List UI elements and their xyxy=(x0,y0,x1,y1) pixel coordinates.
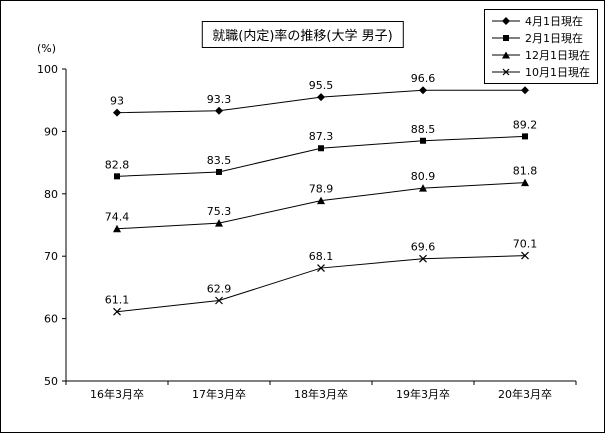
diamond-marker-icon xyxy=(521,86,529,95)
triangle-marker-icon xyxy=(215,219,223,227)
series-line-x xyxy=(116,255,526,313)
square-marker-icon xyxy=(114,173,120,180)
data-label: 96.6 xyxy=(411,72,436,85)
data-label: 93 xyxy=(110,95,124,108)
x-marker-icon xyxy=(521,251,529,260)
diamond-marker-icon xyxy=(419,86,427,95)
legend-item: 12月1日現在 xyxy=(492,47,590,63)
x-tick-label: 16年3月卒 xyxy=(90,387,144,401)
data-label: 69.6 xyxy=(411,241,436,254)
data-label: 80.9 xyxy=(411,170,436,183)
x-tick-label: 20年3月卒 xyxy=(498,387,552,401)
data-label: 75.3 xyxy=(207,205,232,218)
diamond-marker-icon xyxy=(113,108,121,117)
triangle-marker-icon xyxy=(492,51,520,59)
x-marker-icon xyxy=(419,254,427,263)
x-marker-icon xyxy=(113,307,121,316)
data-label: 88.5 xyxy=(411,123,436,136)
x-tick-label: 19年3月卒 xyxy=(396,387,450,401)
data-label: 87.3 xyxy=(309,130,334,143)
x-marker-icon xyxy=(492,68,520,76)
data-label: 61.1 xyxy=(105,294,130,307)
y-axis-unit-label: (%) xyxy=(37,42,57,55)
y-tick-label: 100 xyxy=(37,63,58,76)
square-marker-icon xyxy=(318,145,324,152)
square-marker-icon xyxy=(522,133,528,140)
y-tick-label: 50 xyxy=(44,375,58,388)
x-tick-label: 18年3月卒 xyxy=(294,387,348,401)
square-marker-icon xyxy=(420,137,426,144)
triangle-marker-icon xyxy=(113,224,121,233)
square-marker-icon xyxy=(216,168,222,175)
data-label: 83.5 xyxy=(207,154,232,167)
diamond-marker-icon xyxy=(317,93,325,102)
triangle-marker-icon xyxy=(521,178,529,187)
legend-label: 12月1日現在 xyxy=(525,49,590,62)
data-label: 78.9 xyxy=(309,183,334,196)
triangle-marker-icon xyxy=(317,196,325,205)
legend-label: 4月1日現在 xyxy=(525,15,583,28)
y-tick-label: 90 xyxy=(44,125,58,138)
data-label: 95.5 xyxy=(309,79,334,92)
data-label: 62.9 xyxy=(207,283,232,296)
triangle-marker-icon xyxy=(419,184,427,192)
legend-label: 2月1日現在 xyxy=(525,32,583,45)
data-label: 68.1 xyxy=(309,250,334,263)
data-label: 74.4 xyxy=(105,211,130,224)
legend-item: 4月1日現在 xyxy=(492,13,590,29)
data-label: 70.1 xyxy=(513,238,538,251)
data-label: 82.8 xyxy=(105,158,130,171)
data-label: 93.3 xyxy=(207,93,232,106)
x-tick-label: 17年3月卒 xyxy=(192,387,246,401)
y-tick-label: 60 xyxy=(44,313,58,326)
diamond-marker-icon xyxy=(215,106,223,115)
x-marker-icon xyxy=(215,296,223,305)
legend-item: 10月1日現在 xyxy=(492,64,590,80)
diamond-marker-icon xyxy=(492,17,520,25)
y-tick-label: 80 xyxy=(44,188,58,201)
legend: 4月1日現在 2月1日現在 12月1日現在 10月1日現在 xyxy=(484,9,598,84)
data-label: 81.8 xyxy=(513,165,538,178)
legend-item: 2月1日現在 xyxy=(492,30,590,46)
y-tick-label: 70 xyxy=(44,250,58,263)
legend-label: 10月1日現在 xyxy=(525,66,590,79)
x-marker-icon xyxy=(317,264,325,272)
data-label: 89.2 xyxy=(513,118,538,131)
square-marker-icon xyxy=(492,35,520,41)
chart-title: 就職(内定)率の推移(大学 男子) xyxy=(201,21,404,48)
